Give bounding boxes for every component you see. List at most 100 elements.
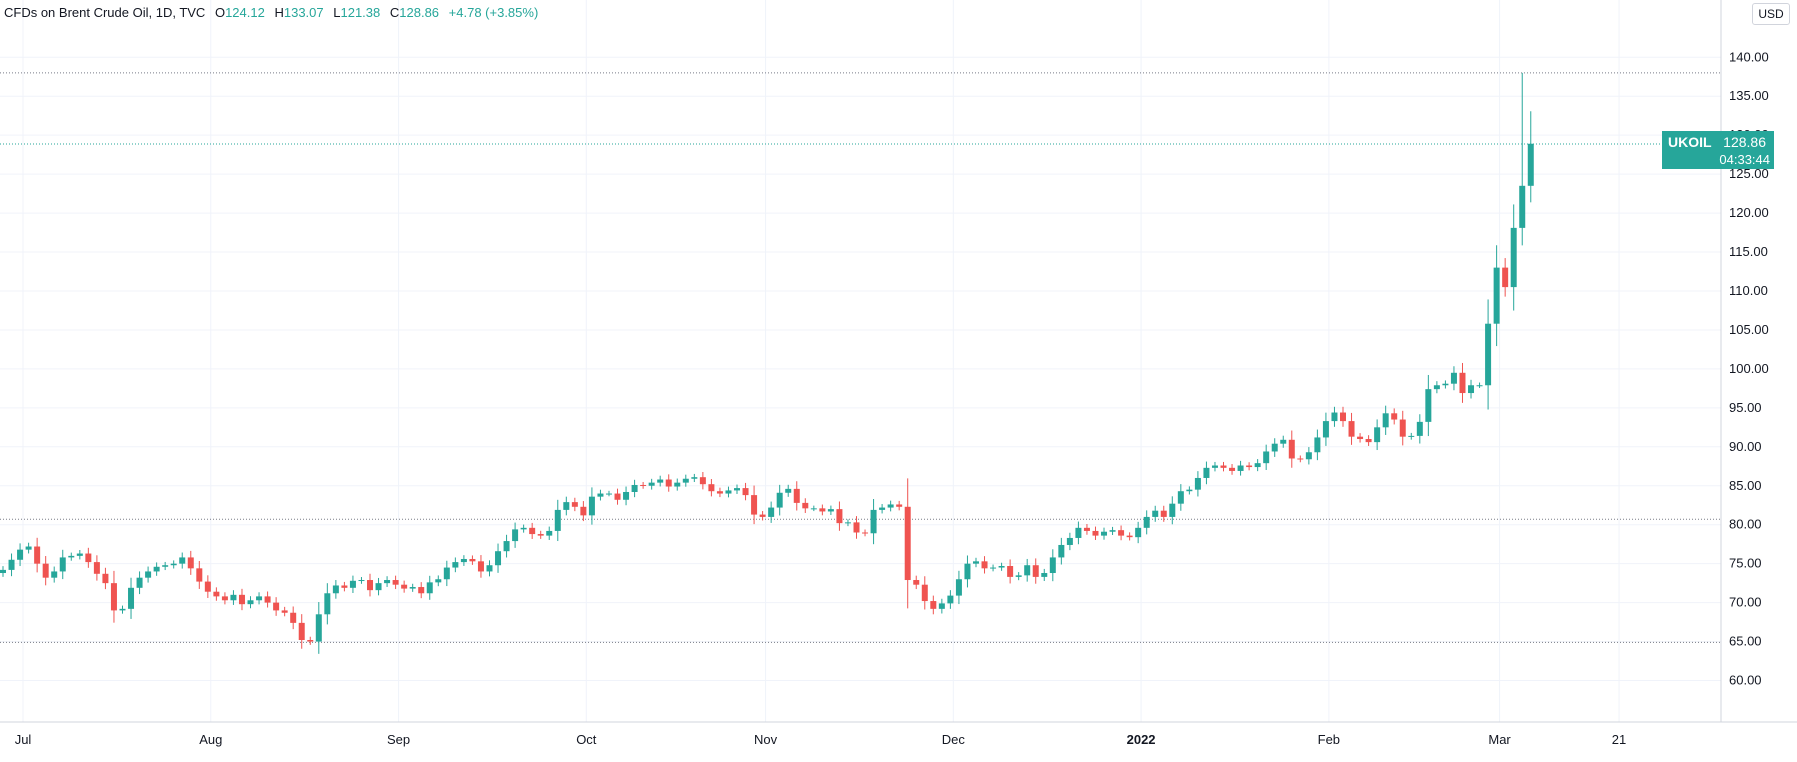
candle-body: [1109, 530, 1116, 532]
candle-body: [256, 596, 263, 601]
badge-countdown: 04:33:44: [1719, 152, 1770, 167]
candle-body: [1357, 436, 1364, 440]
candle-body: [1408, 435, 1415, 437]
candle-body: [546, 530, 553, 536]
candle-body: [153, 566, 160, 572]
candle-body: [315, 614, 322, 642]
candle-body: [1348, 421, 1355, 437]
candle-body: [853, 522, 860, 533]
candle-body: [964, 563, 971, 580]
candle-body: [734, 488, 741, 491]
candle-body: [1510, 227, 1517, 288]
candle-body: [512, 529, 519, 542]
legend-close-label: C: [389, 5, 400, 20]
candle-body: [605, 493, 612, 495]
candle-body: [1254, 463, 1261, 468]
time-tick-label: Oct: [576, 732, 597, 747]
candle-body: [631, 484, 638, 492]
candle-body: [170, 563, 177, 566]
candle-body: [298, 622, 305, 641]
candle-body: [1433, 385, 1440, 390]
time-tick-label: Dec: [942, 732, 966, 747]
candle-body: [1280, 439, 1287, 444]
time-tick-label: Feb: [1318, 732, 1340, 747]
candle-body: [51, 571, 58, 578]
candles: [0, 72, 1534, 654]
candle-body: [136, 577, 143, 588]
price-tick-label: 140.00: [1729, 49, 1769, 64]
candle-body: [238, 594, 245, 605]
candle-body: [273, 602, 280, 611]
candle-body: [1322, 421, 1329, 438]
candle-body: [1391, 413, 1398, 420]
candle-body: [324, 593, 331, 615]
candle-body: [469, 558, 476, 562]
time-tick-label: Nov: [754, 732, 778, 747]
candle-body: [614, 493, 621, 500]
candle-body: [1502, 267, 1509, 288]
candle-body: [435, 579, 442, 583]
candle-body: [59, 557, 66, 572]
candle-body: [1468, 385, 1475, 394]
candle-body: [443, 567, 450, 580]
candle-body: [460, 558, 467, 563]
time-tick-label: Jul: [15, 732, 32, 747]
candle-body: [972, 561, 979, 564]
price-tick-label: 85.00: [1729, 478, 1762, 493]
candle-body: [802, 502, 809, 509]
price-tick-label: 60.00: [1729, 673, 1762, 688]
candle-body: [870, 509, 877, 534]
candle-body: [921, 584, 928, 602]
candle-body: [102, 573, 109, 584]
candle-body: [358, 580, 365, 582]
candle-body: [657, 479, 664, 483]
candle-body: [332, 585, 339, 594]
candle-body: [247, 600, 254, 605]
candle-body: [1041, 573, 1048, 577]
candle-body: [196, 568, 203, 582]
candle-body: [162, 565, 169, 567]
candle-body: [1032, 565, 1039, 577]
candle-body: [230, 594, 237, 601]
candle-body: [1049, 557, 1056, 574]
currency-button[interactable]: USD: [1752, 3, 1790, 25]
candle-body: [588, 496, 595, 516]
candle-body: [290, 612, 297, 623]
candle-body: [25, 546, 32, 550]
candle-body: [1416, 421, 1423, 436]
candle-body: [367, 580, 374, 591]
price-tick-label: 75.00: [1729, 556, 1762, 571]
candle-body: [1493, 267, 1500, 324]
candle-body: [896, 504, 903, 507]
time-tick-label: 21: [1612, 732, 1626, 747]
candle-body: [8, 559, 15, 570]
candle-body: [640, 484, 647, 486]
candle-body: [1160, 510, 1167, 517]
candle-body: [401, 584, 408, 589]
price-tick-label: 70.00: [1729, 595, 1762, 610]
price-tick-label: 65.00: [1729, 634, 1762, 649]
price-tick-label: 80.00: [1729, 517, 1762, 532]
last-price-badge: UKOIL 128.86 04:33:44: [1662, 131, 1774, 169]
legend-open-label: O: [214, 5, 226, 20]
candle-body: [554, 509, 561, 531]
candle-body: [1229, 467, 1236, 471]
candle-body: [1135, 527, 1142, 538]
candle-body: [819, 508, 826, 512]
candle-body: [1143, 516, 1150, 528]
candle-body: [827, 509, 834, 512]
candle-body: [537, 534, 544, 536]
time-tick-label: Aug: [199, 732, 222, 747]
candle-body: [998, 566, 1005, 568]
candle-body: [93, 562, 100, 574]
candle-body: [409, 587, 416, 589]
candle-body: [110, 583, 117, 611]
candle-body: [1177, 491, 1184, 504]
candle-body: [1015, 575, 1022, 577]
candle-body: [1203, 467, 1210, 478]
legend-high-label: H: [274, 5, 284, 20]
candle-body: [119, 608, 126, 611]
candle-body: [580, 506, 587, 516]
candle-body: [187, 557, 194, 569]
